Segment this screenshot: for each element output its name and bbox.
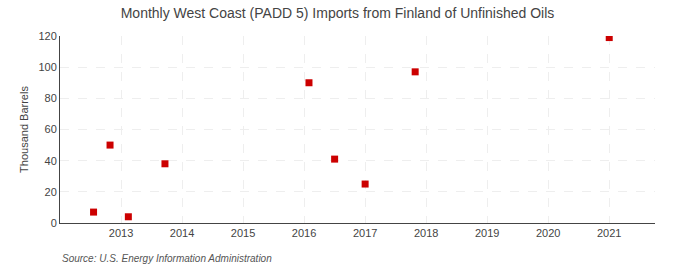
svg-text:100: 100 (38, 61, 56, 73)
svg-text:2015: 2015 (231, 227, 255, 239)
svg-text:2016: 2016 (292, 227, 316, 239)
svg-text:40: 40 (45, 155, 57, 167)
svg-text:Thousand Barrels: Thousand Barrels (18, 86, 30, 173)
svg-text:2018: 2018 (414, 227, 438, 239)
svg-text:80: 80 (45, 92, 57, 104)
svg-text:2013: 2013 (109, 227, 133, 239)
svg-text:20: 20 (45, 186, 57, 198)
svg-text:2019: 2019 (475, 227, 499, 239)
svg-text:2014: 2014 (170, 227, 194, 239)
svg-text:2017: 2017 (353, 227, 377, 239)
svg-text:120: 120 (38, 30, 56, 42)
svg-text:Monthly West Coast (PADD 5) Im: Monthly West Coast (PADD 5) Imports from… (121, 5, 555, 21)
svg-text:60: 60 (45, 123, 57, 135)
svg-text:2021: 2021 (597, 227, 621, 239)
svg-text:Source: U.S. Energy Informatio: Source: U.S. Energy Information Administ… (62, 253, 272, 264)
svg-text:0: 0 (51, 217, 57, 229)
svg-text:2020: 2020 (536, 227, 560, 239)
